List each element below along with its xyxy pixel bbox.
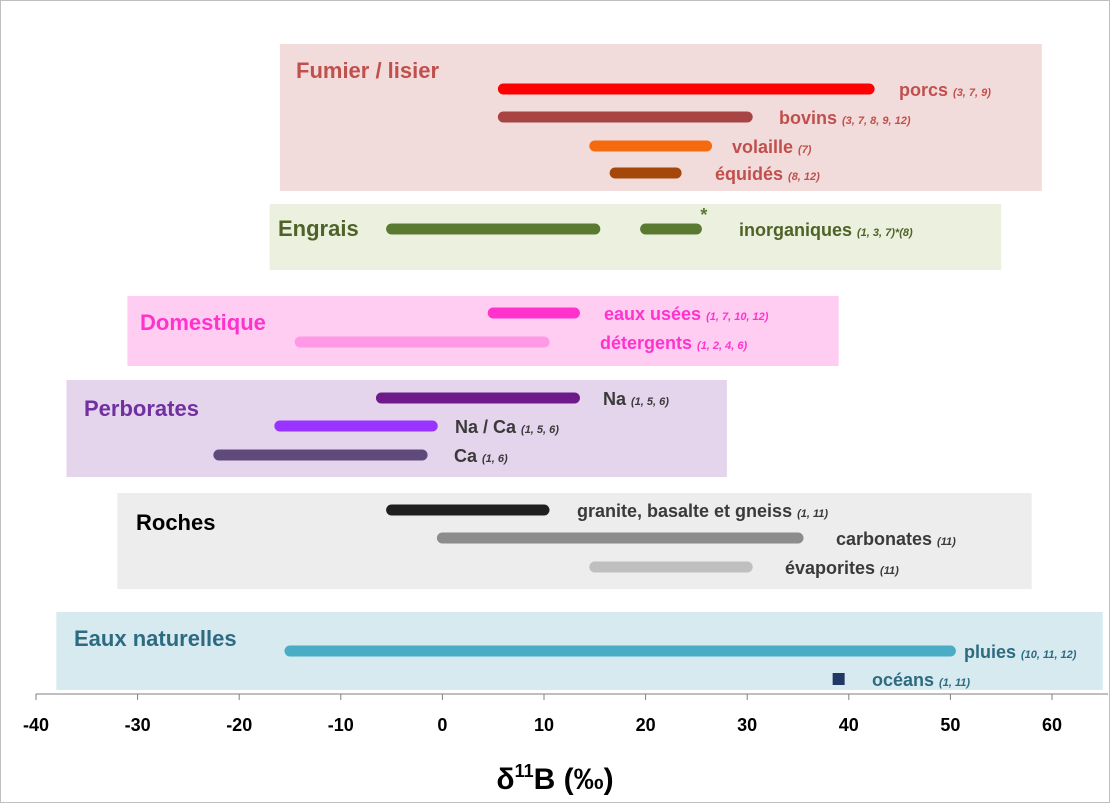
series-label: eaux usées (1, 7, 10, 12) — [604, 304, 769, 324]
series-label: océans (1, 11) — [872, 670, 970, 690]
series-name: eaux usées — [604, 304, 701, 324]
series-name: détergents — [600, 333, 692, 353]
series-name: inorganiques — [739, 220, 852, 240]
x-tick-label: 0 — [437, 715, 447, 735]
series-label: Ca (1, 6) — [454, 446, 508, 466]
series-label: détergents (1, 2, 4, 6) — [600, 333, 748, 353]
series-name: bovins — [779, 108, 837, 128]
x-tick-label: 40 — [839, 715, 859, 735]
labels: Fumier / lisier porcs (3, 7, 9) bovins (3, 7… — [74, 58, 1077, 690]
x-axis-title: δ11B (‰) — [496, 761, 613, 796]
x-tick-label: 60 — [1042, 715, 1062, 735]
series-refs: (11) — [937, 536, 956, 548]
series-refs: (3, 7, 9) — [953, 87, 991, 99]
series-name: évaporites — [785, 558, 875, 578]
series-name: Ca — [454, 446, 478, 466]
series-label: carbonates (11) — [836, 529, 956, 549]
series-refs: (7) — [798, 144, 812, 156]
x-tick-label: -20 — [226, 715, 252, 735]
series-label: porcs (3, 7, 9) — [899, 80, 991, 100]
x-tick-label: -10 — [328, 715, 354, 735]
x-tick-label: 30 — [737, 715, 757, 735]
series-name: porcs — [899, 80, 948, 100]
series-refs: (1, 5, 6) — [521, 424, 559, 436]
group-backgrounds — [56, 44, 1103, 690]
series-refs: (1, 5, 6) — [631, 396, 669, 408]
group-title: Engrais — [278, 216, 359, 241]
point-marker — [832, 673, 845, 685]
series-label: pluies (10, 11, 12) — [964, 642, 1077, 662]
series-name: volaille — [732, 137, 793, 157]
series-name: équidés — [715, 164, 783, 184]
series-refs: (1, 2, 4, 6) — [697, 340, 747, 352]
asterisk-mark: * — [700, 205, 707, 225]
group-title: Perborates — [84, 396, 199, 421]
series-label: équidés (8, 12) — [715, 164, 820, 184]
series-refs: (1, 3, 7)*(8) — [857, 227, 913, 239]
series-refs: (1, 11) — [797, 508, 828, 520]
group-title: Fumier / lisier — [296, 58, 439, 83]
series-label: bovins (3, 7, 8, 9, 12) — [779, 108, 911, 128]
group-box-2 — [127, 296, 839, 366]
x-tick-label: 20 — [636, 715, 656, 735]
series-label: inorganiques (1, 3, 7)*(8) — [739, 220, 913, 240]
group-box-1 — [269, 204, 1002, 270]
series-refs: (1, 6) — [482, 453, 508, 465]
series-label: volaille (7) — [732, 137, 812, 157]
group-title: Eaux naturelles — [74, 626, 237, 651]
series-label: Na / Ca (1, 5, 6) — [455, 417, 559, 437]
series-bars — [213, 83, 956, 685]
x-tick-label: 10 — [534, 715, 554, 735]
series-refs: (1, 11) — [939, 677, 970, 689]
series-name: océans — [872, 670, 934, 690]
x-tick-label: -40 — [23, 715, 49, 735]
series-name: carbonates — [836, 529, 932, 549]
series-refs: (10, 11, 12) — [1021, 649, 1077, 661]
series-label: granite, basalte et gneiss (1, 11) — [577, 501, 828, 521]
series-name: granite, basalte et gneiss — [577, 501, 792, 521]
series-refs: (11) — [880, 565, 899, 577]
series-name: Na / Ca — [455, 417, 517, 437]
group-title: Roches — [136, 510, 215, 535]
group-title: Domestique — [140, 310, 266, 335]
series-label: Na (1, 5, 6) — [603, 389, 669, 409]
series-name: Na — [603, 389, 627, 409]
series-refs: (1, 7, 10, 12) — [706, 311, 769, 323]
x-tick-label: 50 — [940, 715, 960, 735]
series-refs: (8, 12) — [788, 171, 820, 183]
series-name: pluies — [964, 642, 1016, 662]
series-label: évaporites (11) — [785, 558, 899, 578]
x-axis: -40 -30 -20 -10 0 10 20 30 40 50 60 — [23, 693, 1108, 735]
series-refs: (3, 7, 8, 9, 12) — [842, 115, 911, 127]
x-tick-label: -30 — [125, 715, 151, 735]
